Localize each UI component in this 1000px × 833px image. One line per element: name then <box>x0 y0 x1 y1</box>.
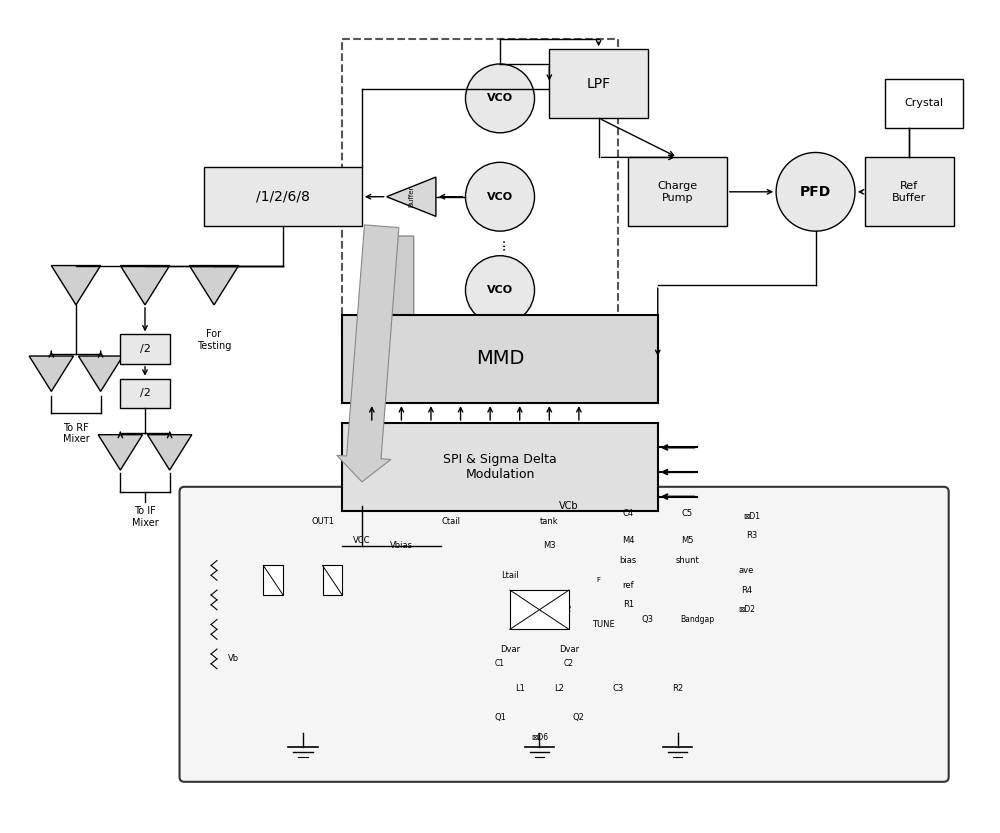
FancyArrow shape <box>362 236 421 403</box>
FancyBboxPatch shape <box>342 315 658 403</box>
Circle shape <box>465 256 535 325</box>
Text: L1: L1 <box>515 684 525 693</box>
Text: To IF
Mixer: To IF Mixer <box>132 506 158 528</box>
Text: VCb: VCb <box>559 501 579 511</box>
Bar <box>322 566 342 595</box>
Polygon shape <box>120 266 170 305</box>
Bar <box>263 566 283 595</box>
Text: ...: ... <box>493 237 507 250</box>
Text: TUNE: TUNE <box>592 620 615 629</box>
Text: Dvar: Dvar <box>500 645 520 654</box>
Text: M5: M5 <box>681 536 694 546</box>
Polygon shape <box>147 435 192 470</box>
Text: Q3: Q3 <box>642 615 654 624</box>
Text: C1: C1 <box>495 659 505 668</box>
Text: bias: bias <box>620 556 637 565</box>
Text: Bandgap: Bandgap <box>680 615 714 624</box>
Text: VCO: VCO <box>487 192 513 202</box>
FancyBboxPatch shape <box>204 167 362 227</box>
Text: MMD: MMD <box>476 350 524 368</box>
Text: Vb: Vb <box>228 655 239 663</box>
FancyBboxPatch shape <box>885 79 963 128</box>
Text: LPF: LPF <box>587 77 611 91</box>
Text: M1: M1 <box>510 606 522 614</box>
Text: Crystal: Crystal <box>904 98 944 108</box>
Text: /1/2/6/8: /1/2/6/8 <box>256 190 310 204</box>
Text: VCO: VCO <box>487 285 513 295</box>
Text: M4: M4 <box>622 536 634 546</box>
Text: Q2: Q2 <box>573 713 585 722</box>
Text: shunt: shunt <box>675 556 699 565</box>
Text: C4: C4 <box>623 509 634 518</box>
Text: M2: M2 <box>559 606 572 614</box>
Polygon shape <box>78 356 123 392</box>
Text: Q1: Q1 <box>494 713 506 722</box>
Text: ⊠D2: ⊠D2 <box>738 606 755 614</box>
Text: R3: R3 <box>746 531 757 541</box>
Polygon shape <box>387 177 436 217</box>
Text: /2: /2 <box>140 344 150 354</box>
Text: R1: R1 <box>623 601 634 609</box>
Text: ⊠D1: ⊠D1 <box>743 511 760 521</box>
Text: F: F <box>597 577 601 583</box>
Circle shape <box>465 64 535 132</box>
Bar <box>510 590 569 630</box>
Text: C3: C3 <box>613 684 624 693</box>
Text: tank: tank <box>540 516 559 526</box>
Text: L2: L2 <box>554 684 564 693</box>
Text: Buffer: Buffer <box>408 186 414 207</box>
Polygon shape <box>51 266 101 305</box>
Text: C2: C2 <box>564 659 574 668</box>
Text: R4: R4 <box>741 586 752 595</box>
Polygon shape <box>29 356 74 392</box>
Text: Ctail: Ctail <box>441 516 460 526</box>
Polygon shape <box>98 435 143 470</box>
Text: To RF
Mixer: To RF Mixer <box>63 423 89 445</box>
Text: ave: ave <box>739 566 754 575</box>
Text: OUT1: OUT1 <box>311 516 334 526</box>
FancyArrow shape <box>337 225 399 482</box>
FancyBboxPatch shape <box>628 157 727 227</box>
Circle shape <box>465 162 535 231</box>
Polygon shape <box>189 266 239 305</box>
Text: VCC: VCC <box>353 536 371 546</box>
FancyBboxPatch shape <box>120 379 170 408</box>
Text: Vbias: Vbias <box>390 541 413 551</box>
FancyBboxPatch shape <box>120 334 170 364</box>
Text: PFD: PFD <box>800 185 831 199</box>
Text: ref: ref <box>622 581 634 590</box>
Text: Dvar: Dvar <box>559 645 579 654</box>
Text: For
Testing: For Testing <box>197 330 231 351</box>
Text: SPI & Sigma Delta
Modulation: SPI & Sigma Delta Modulation <box>443 453 557 481</box>
Text: R2: R2 <box>672 684 683 693</box>
Text: M3: M3 <box>543 541 556 551</box>
FancyBboxPatch shape <box>342 423 658 511</box>
Circle shape <box>776 152 855 231</box>
Text: ⊠D6: ⊠D6 <box>531 733 548 742</box>
FancyBboxPatch shape <box>180 486 949 782</box>
Text: C5: C5 <box>682 509 693 518</box>
Text: Ref
Buffer: Ref Buffer <box>892 181 926 202</box>
Text: /2: /2 <box>140 388 150 398</box>
FancyBboxPatch shape <box>549 49 648 118</box>
Text: Charge
Pump: Charge Pump <box>657 181 698 202</box>
FancyBboxPatch shape <box>865 157 954 227</box>
Text: Ltail: Ltail <box>501 571 519 580</box>
Text: VCO: VCO <box>487 93 513 103</box>
